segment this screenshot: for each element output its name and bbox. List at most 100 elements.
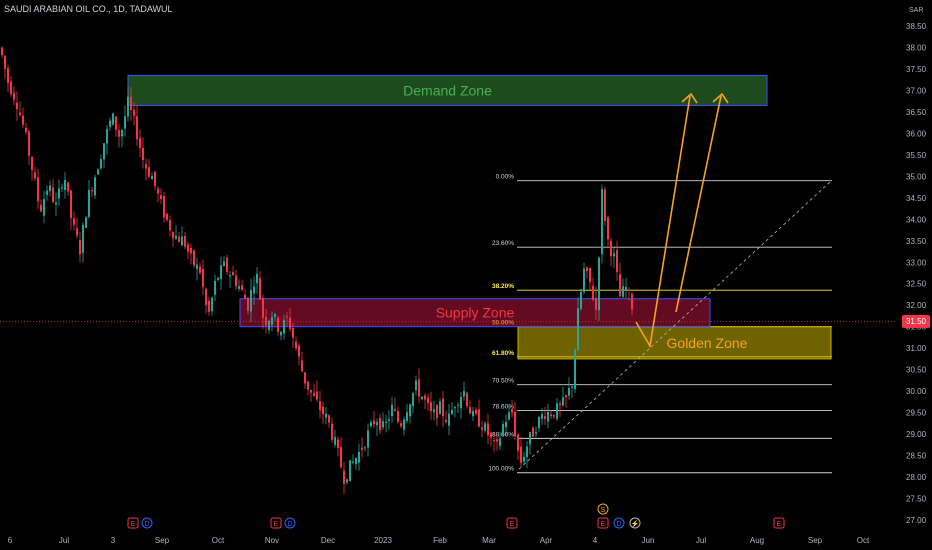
candle-body <box>49 185 51 192</box>
split-icon <box>597 503 609 515</box>
candle-body <box>595 297 597 310</box>
candle-body <box>193 250 195 266</box>
candle-body <box>607 217 609 240</box>
candle-body <box>163 195 165 218</box>
candle-body <box>16 102 18 110</box>
golden-zone-box <box>517 326 832 360</box>
candle-body <box>382 421 384 428</box>
candle-body <box>436 404 438 419</box>
candle-body <box>175 235 177 239</box>
candle-body <box>349 460 351 482</box>
candle-body <box>553 415 555 417</box>
candle-body <box>538 417 540 428</box>
y-tick-label: 33.50 <box>906 237 927 246</box>
earnings-icon <box>127 517 139 529</box>
trend-line <box>518 181 831 470</box>
candle-body <box>613 253 615 257</box>
x-tick-label: Jul <box>696 536 706 545</box>
candle-body <box>487 423 489 436</box>
candle-body <box>247 297 249 311</box>
flash-icon <box>629 517 641 529</box>
y-tick-label: 34.00 <box>906 215 927 224</box>
candle-body <box>226 257 228 272</box>
dividend-icon <box>141 517 153 529</box>
candle-body <box>424 395 426 400</box>
candle-body <box>343 470 345 484</box>
candle-body <box>445 420 447 423</box>
candle-body <box>304 372 306 384</box>
candle-body <box>346 479 348 483</box>
y-tick-label: 27.50 <box>906 495 927 504</box>
candle-body <box>409 404 411 417</box>
fib-level-label: 38.20% <box>492 283 514 290</box>
candle-body <box>478 409 480 427</box>
event-badge-letter: E <box>601 521 606 528</box>
candle-body <box>181 236 183 246</box>
candle-body <box>322 406 324 415</box>
candle-body <box>481 427 483 430</box>
y-tick-label: 36.00 <box>906 129 927 138</box>
candles-group <box>1 46 633 495</box>
current-price-label: 31.50 <box>902 315 930 329</box>
candle-body <box>220 265 222 280</box>
y-tick-label: 35.00 <box>906 172 927 181</box>
y-tick-label: 32.00 <box>906 301 927 310</box>
dividend-icon <box>284 517 296 529</box>
candle-body <box>25 127 27 132</box>
candle-body <box>505 421 507 428</box>
y-tick-label: 30.50 <box>906 366 927 375</box>
fib-level-label: 61.80% <box>492 350 514 357</box>
earnings-icon <box>773 517 785 529</box>
candle-body <box>457 404 459 406</box>
candle-body <box>517 434 519 451</box>
candle-body <box>508 412 510 420</box>
candle-body <box>286 316 288 318</box>
dividend-icon <box>613 517 625 529</box>
fib-level-label: 0.00% <box>496 174 515 181</box>
candle-body <box>214 280 216 295</box>
candle-body <box>373 420 375 425</box>
candle-body <box>307 381 309 390</box>
candle-body <box>604 189 606 221</box>
candle-body <box>277 317 279 332</box>
candle-body <box>70 190 72 218</box>
candle-body <box>19 112 21 115</box>
candle-body <box>187 244 189 252</box>
arrow-head <box>681 92 698 104</box>
candle-body <box>403 419 405 430</box>
candle-body <box>235 275 237 287</box>
candle-body <box>223 261 225 266</box>
candle-body <box>142 147 144 160</box>
candle-body <box>295 341 297 349</box>
candle-body <box>367 430 369 448</box>
candle-body <box>469 407 471 414</box>
fib-level-label: 100.00% <box>488 466 514 473</box>
candle-body <box>583 268 585 292</box>
candle-body <box>61 187 63 189</box>
candle-body <box>166 213 168 220</box>
candle-body <box>472 411 474 417</box>
candle-body <box>196 264 198 270</box>
candle-body <box>358 451 360 463</box>
candle-body <box>391 404 393 417</box>
candle-body <box>13 92 15 100</box>
candle-body <box>172 231 174 239</box>
candle-body <box>598 257 600 311</box>
candle-body <box>265 316 267 326</box>
candle-body <box>499 438 501 446</box>
event-badge-letter: D <box>144 521 149 528</box>
demand-zone-label: Demand Zone <box>403 82 492 98</box>
event-badge-letter: E <box>777 521 782 528</box>
candle-body <box>10 81 12 95</box>
y-tick-label: 35.50 <box>906 151 927 160</box>
candle-body <box>460 397 462 409</box>
candle-body <box>28 131 30 156</box>
x-tick-label: Nov <box>265 536 279 545</box>
candle-body <box>397 410 399 423</box>
candle-body <box>430 402 432 412</box>
candle-body <box>160 195 162 200</box>
candle-body <box>439 401 441 415</box>
fib-level-label: 70.50% <box>492 378 514 385</box>
arrow-head <box>712 92 729 104</box>
